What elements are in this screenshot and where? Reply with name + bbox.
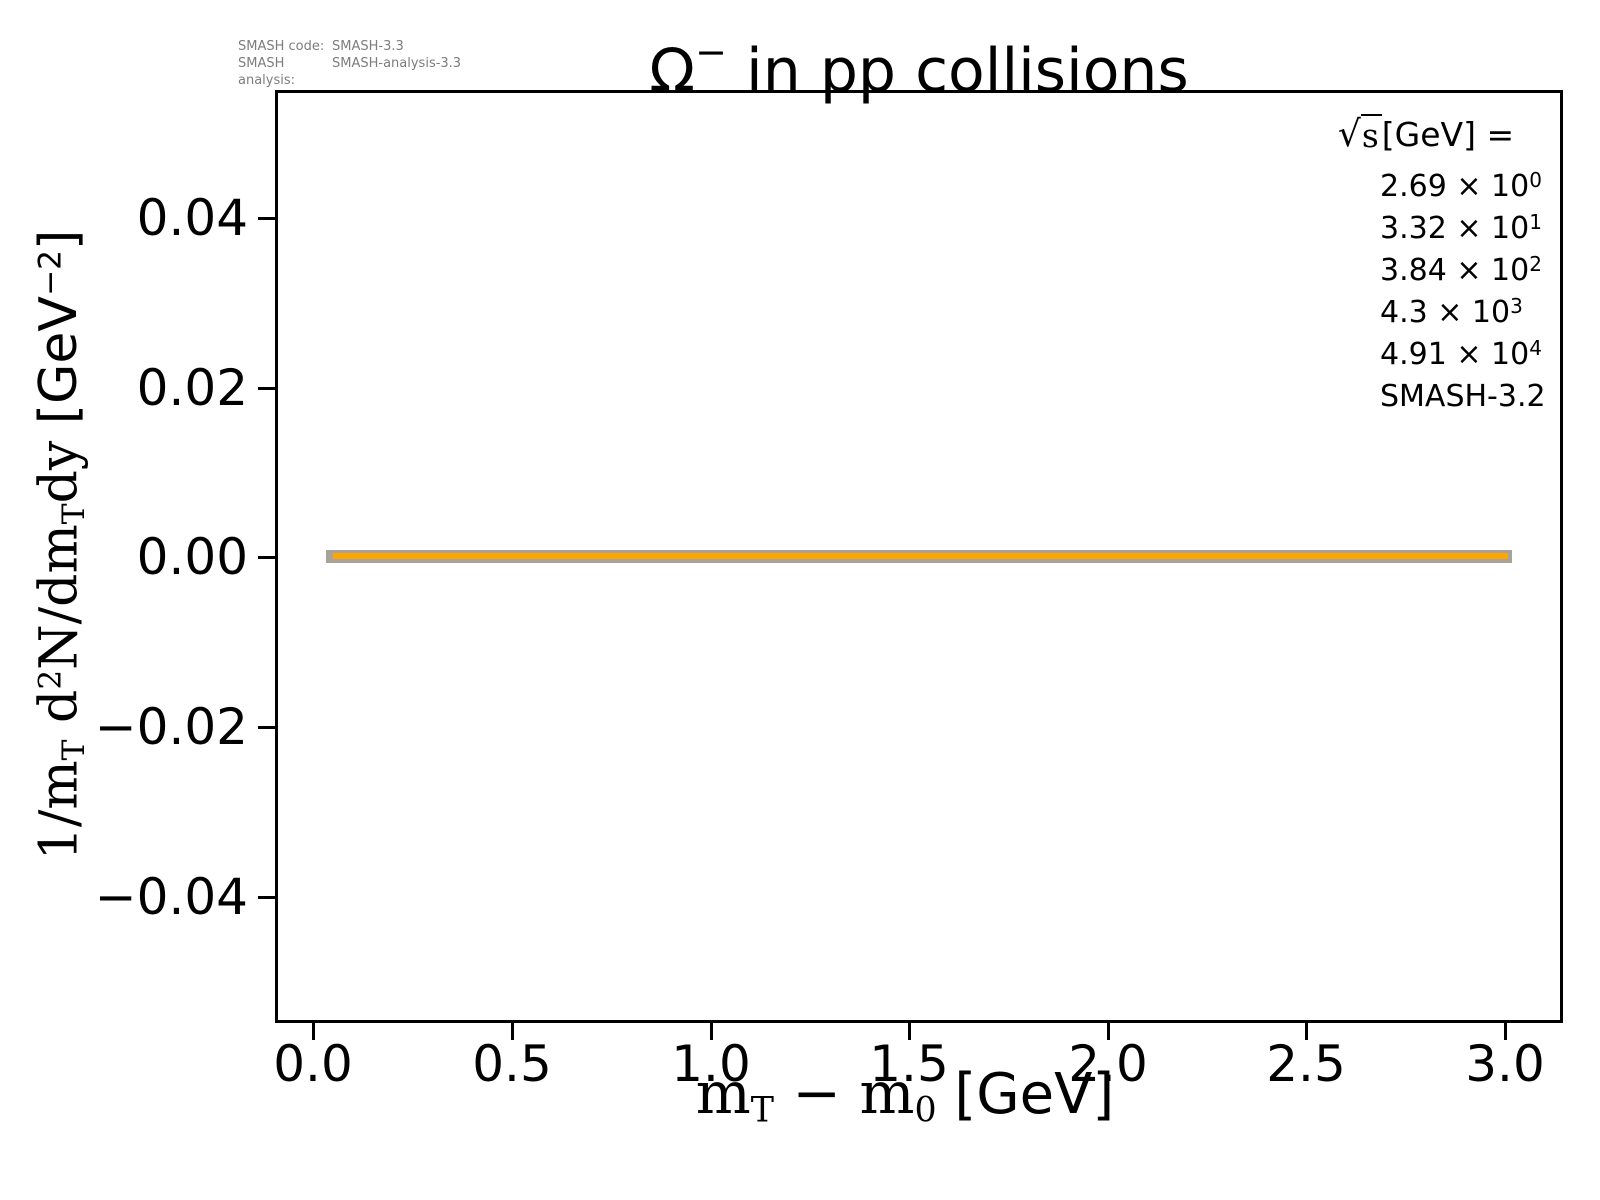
legend-entry-label: 4.91 × 104 bbox=[1380, 335, 1542, 372]
legend-entry: 3.32 × 101 bbox=[1290, 204, 1562, 246]
smash-version-annotation: SMASH code: SMASH-3.3 SMASH analysis: SM… bbox=[238, 38, 461, 89]
x-tick-mark bbox=[1106, 1023, 1110, 1040]
x-tick-mark bbox=[907, 1023, 911, 1040]
x-axis-tick-label: 0.0 bbox=[273, 1035, 353, 1093]
x-axis-tick-label: 2.5 bbox=[1266, 1035, 1346, 1093]
x-tick-mark bbox=[1304, 1023, 1308, 1040]
smash-code-value: SMASH-3.3 bbox=[332, 39, 404, 54]
x-axis-tick-label: 0.5 bbox=[472, 1035, 552, 1093]
plot-area bbox=[275, 90, 1563, 1023]
y-axis-tick-label: −0.02 bbox=[94, 698, 248, 756]
y-tick-mark bbox=[258, 386, 275, 390]
y-axis-label: 1/mT d2N/dmTdy [GeV−2] bbox=[28, 229, 92, 861]
legend-entry: SMASH-3.2 bbox=[1290, 372, 1562, 414]
legend-entry: 2.69 × 100 bbox=[1290, 162, 1562, 204]
y-axis-tick-label: 0.00 bbox=[136, 528, 248, 586]
x-tick-mark bbox=[1503, 1023, 1507, 1040]
legend-entry: 3.84 × 102 bbox=[1290, 246, 1562, 288]
legend-entry-label: 4.3 × 103 bbox=[1380, 293, 1523, 330]
x-tick-mark bbox=[510, 1023, 514, 1040]
x-axis-tick-label: 2.0 bbox=[1068, 1035, 1148, 1093]
smash-analysis-label: SMASH analysis: bbox=[238, 56, 296, 88]
y-tick-mark bbox=[258, 556, 275, 559]
y-axis-tick-label: 0.04 bbox=[136, 189, 248, 247]
smash-analysis-value: SMASH-analysis-3.3 bbox=[332, 56, 462, 71]
sqrt-radical: √ bbox=[1337, 113, 1361, 155]
legend-entry-label: SMASH-3.2 bbox=[1380, 378, 1546, 414]
y-tick-mark bbox=[258, 216, 275, 220]
x-tick-mark bbox=[709, 1023, 713, 1040]
title-charge-superscript: − bbox=[695, 30, 727, 74]
legend-entry-label: 3.32 × 101 bbox=[1380, 209, 1542, 246]
legend-entry-label: 2.69 × 100 bbox=[1380, 167, 1542, 204]
legend-entry-label: 3.84 × 102 bbox=[1380, 251, 1542, 288]
x-axis-tick-label: 1.0 bbox=[671, 1035, 751, 1093]
data-line-sqrt-s-491e4 bbox=[333, 553, 1508, 559]
legend-title: √ s [GeV] = bbox=[1337, 113, 1515, 155]
legend-entry: 4.91 × 104 bbox=[1290, 330, 1562, 372]
x-tick-mark bbox=[311, 1023, 315, 1040]
smash-code-label: SMASH code: bbox=[238, 39, 325, 54]
x-axis-label: mT − m0 [GeV] bbox=[695, 1059, 1115, 1131]
legend: √ s [GeV] = 2.69 × 100 3.32 × 101 3.84 × … bbox=[1290, 106, 1562, 414]
legend-entry: 4.3 × 103 bbox=[1290, 288, 1562, 330]
y-axis-tick-label: 0.02 bbox=[136, 359, 248, 417]
y-tick-mark bbox=[258, 895, 275, 899]
x-axis-tick-label: 3.0 bbox=[1465, 1035, 1545, 1093]
x-axis-tick-label: 1.5 bbox=[869, 1035, 949, 1093]
y-tick-mark bbox=[258, 725, 275, 729]
y-axis-tick-label: −0.04 bbox=[94, 868, 248, 926]
